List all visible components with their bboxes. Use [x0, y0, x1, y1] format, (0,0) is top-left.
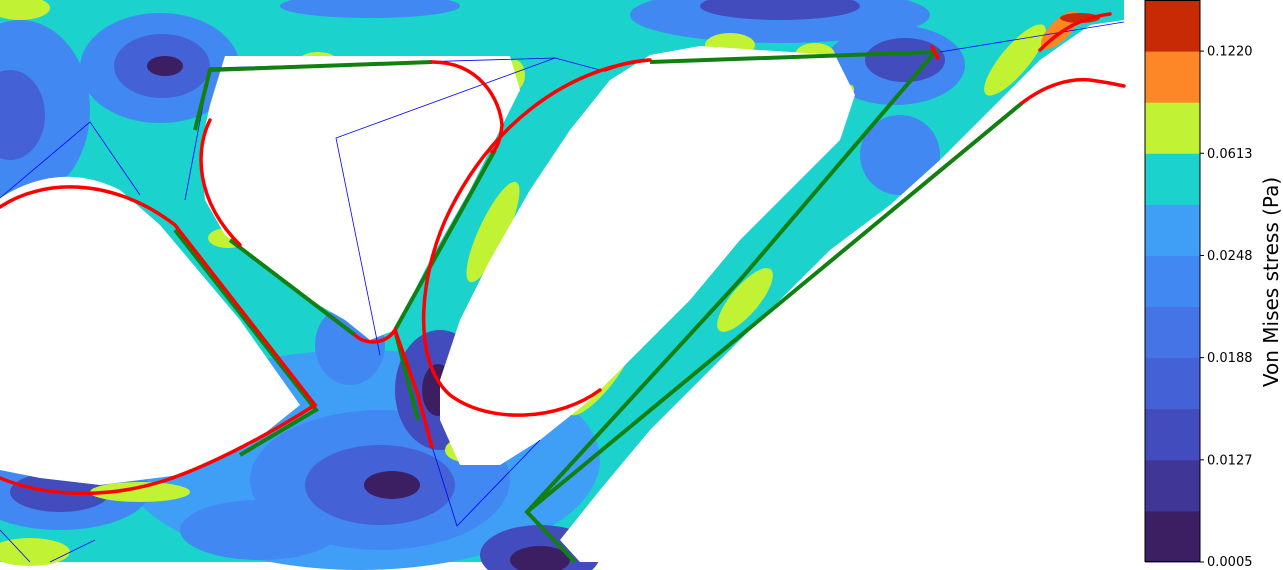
high-stress-band: [466, 181, 520, 283]
blue-outline-segment: [49, 539, 96, 563]
colorbar-tick-label: 0.0188: [1207, 351, 1253, 366]
red-arc: [1020, 77, 1126, 105]
colorbar-frame: [1144, 0, 1201, 562]
void-regions: [0, 20, 1124, 562]
low-stress-blob: [510, 546, 570, 570]
colorbar-level: [1145, 459, 1200, 512]
low-stress-blob: [700, 0, 860, 20]
blue-outline-segment: [939, 21, 1125, 53]
red-arc: [0, 185, 318, 496]
colorbar-level: [1145, 153, 1200, 205]
blue-outline-segment: [0, 529, 31, 563]
low-stress-blob: [860, 115, 940, 195]
high-stress-band: [984, 24, 1046, 96]
red-arc: [430, 60, 504, 154]
low-stress-blob: [147, 56, 183, 76]
low-stress-blob: [180, 500, 340, 560]
colorbar-tick-label: 0.0005: [1207, 555, 1253, 570]
colorbar-levels: [1145, 0, 1200, 563]
green-path-segment: [228, 238, 357, 337]
void-middle-parallelogram: [440, 46, 855, 465]
green-path-segment: [173, 228, 319, 457]
colorbar-tick-label: 0.1220: [1207, 45, 1253, 60]
void-left: [0, 176, 300, 485]
red-arc: [199, 118, 242, 247]
blue-outline-segment: [429, 439, 541, 527]
red-arc: [421, 58, 650, 417]
colorbar-level: [1145, 204, 1200, 256]
colorbar-level: [1145, 102, 1200, 154]
colorbar-level: [1145, 255, 1200, 308]
colorbar-tick-label: 0.0248: [1207, 249, 1253, 264]
high-stress-band: [0, 538, 70, 566]
low-stress-blob: [0, 70, 45, 160]
low-stress-blob: [865, 38, 945, 82]
colorbar-tick-label: 0.0613: [1207, 147, 1253, 162]
colorbar-level: [1145, 357, 1200, 410]
colorbar-ticks: 0.0005 0.0127 0.0188 0.0248 0.0613 0.1220: [1200, 45, 1253, 570]
high-stress-band: [717, 268, 773, 332]
high-stress-band: [1060, 13, 1100, 23]
colorbar-level: [1145, 0, 1200, 52]
red-arc: [353, 326, 434, 449]
red-arc: [603, 58, 652, 72]
red-arc: [930, 45, 940, 60]
red-arcs: [0, 12, 1126, 496]
green-path-segment: [193, 60, 433, 131]
void-lower-right: [560, 20, 1124, 562]
colorbar-level: [1145, 408, 1200, 461]
colorbar-label: Von Mises stress (Pa): [1259, 177, 1283, 387]
green-path-segment: [393, 149, 497, 331]
contour-plot-area: [0, 0, 1124, 570]
colorbar-level: [1145, 51, 1200, 103]
blue-outline: [0, 21, 1125, 563]
blue-outline-segment: [0, 121, 141, 199]
void-top-triangle: [200, 56, 520, 340]
green-path: [173, 49, 1024, 564]
colorbar-tick-label: 0.0127: [1207, 453, 1253, 468]
low-stress-blob: [364, 471, 420, 499]
colorbar: 0.0005 0.0127 0.0188 0.0248 0.0613 0.1220 Von…: [1144, 0, 1283, 570]
colorbar-level: [1145, 306, 1200, 359]
colorbar-level: [1145, 510, 1200, 563]
green-path-segment: [525, 101, 1024, 514]
red-arc: [1038, 12, 1112, 52]
blue-outline-segment: [554, 57, 601, 71]
low-stress-blob: [280, 0, 460, 18]
green-path-segment: [524, 49, 940, 564]
high-stress-band: [0, 0, 50, 20]
high-stress-band: [90, 482, 190, 502]
